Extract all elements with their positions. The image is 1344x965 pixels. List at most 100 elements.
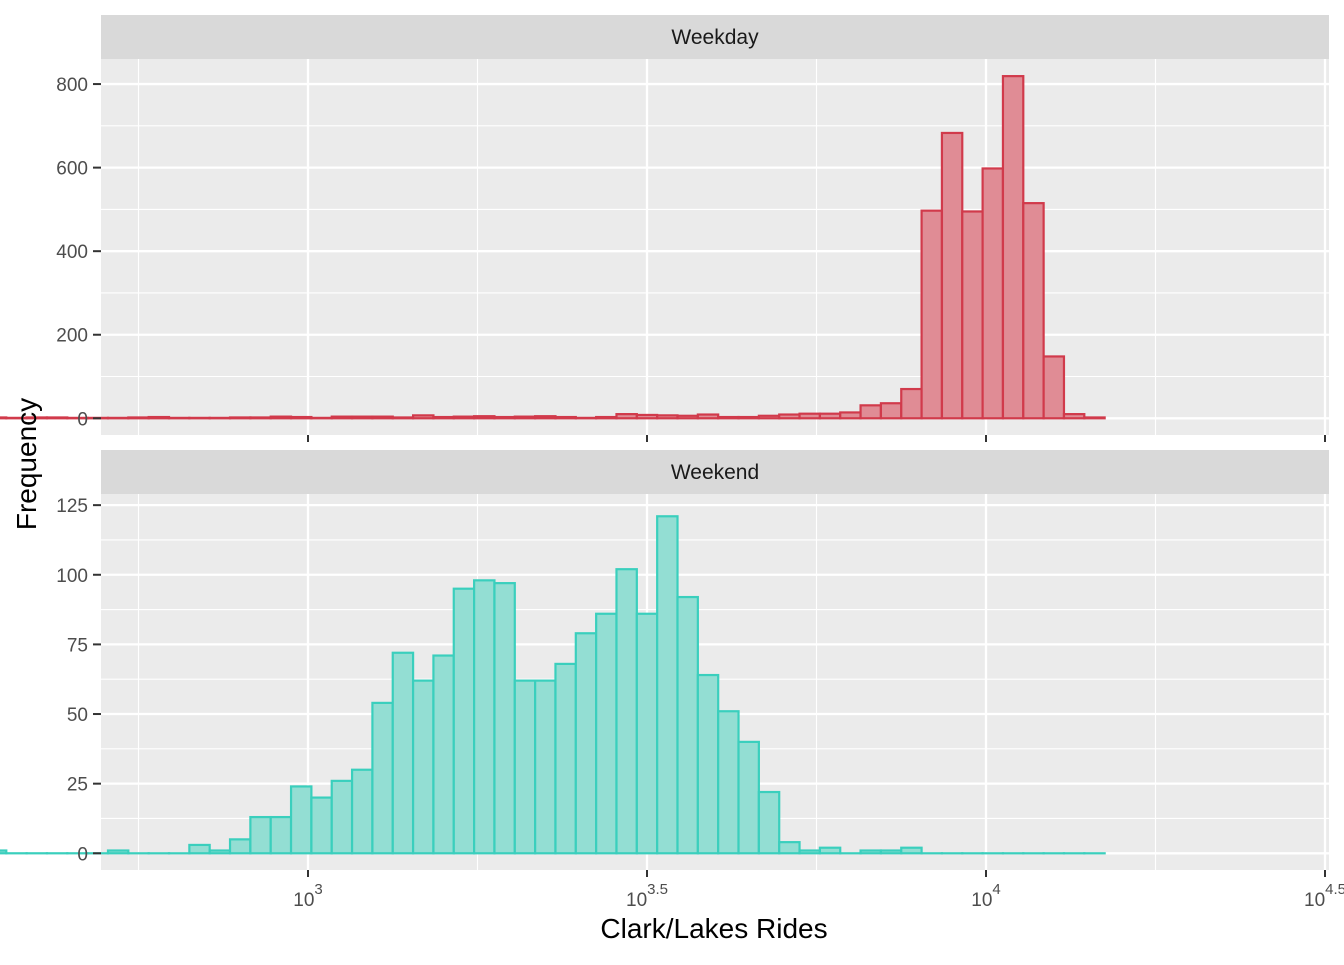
histogram-bar bbox=[678, 597, 698, 853]
histogram-bar bbox=[1003, 76, 1023, 418]
histogram-bar bbox=[494, 417, 514, 418]
histogram-bar bbox=[1064, 414, 1084, 418]
histogram-bar bbox=[616, 569, 636, 853]
histogram-bar bbox=[413, 681, 433, 854]
y-tick-label: 0 bbox=[77, 844, 88, 865]
histogram-bar bbox=[616, 414, 636, 418]
histogram-bar bbox=[230, 417, 250, 418]
histogram-bar bbox=[861, 851, 881, 854]
y-tick-label: 0 bbox=[77, 409, 88, 430]
histogram-bar bbox=[535, 416, 555, 418]
y-tick-label: 100 bbox=[56, 566, 88, 587]
histogram-bar bbox=[657, 415, 677, 418]
panel-background bbox=[101, 59, 1329, 435]
histogram-bar bbox=[393, 417, 413, 418]
histogram-bar bbox=[271, 417, 291, 419]
histogram-bar bbox=[230, 839, 250, 853]
y-axis-title: Frequency bbox=[11, 398, 42, 530]
histogram-bar bbox=[47, 417, 67, 418]
histogram-bar bbox=[881, 851, 901, 854]
x-tick-base: 10 bbox=[1304, 890, 1325, 911]
x-axis-title: Clark/Lakes Rides bbox=[600, 913, 827, 944]
x-tick-label: 104.5 bbox=[1304, 881, 1344, 911]
histogram-bar bbox=[800, 851, 820, 854]
histogram-bar bbox=[352, 417, 372, 419]
histogram-bar bbox=[637, 415, 657, 418]
y-tick-label: 25 bbox=[67, 775, 88, 796]
histogram-bar bbox=[555, 664, 575, 853]
histogram-bar bbox=[739, 417, 759, 418]
y-tick-label: 600 bbox=[56, 159, 88, 180]
histogram-bar bbox=[271, 817, 291, 853]
histogram-bar bbox=[433, 656, 453, 854]
histogram-bar bbox=[800, 414, 820, 419]
histogram-bar bbox=[393, 653, 413, 854]
histogram-bar bbox=[454, 589, 474, 854]
x-tick-exponent: 4 bbox=[992, 881, 1000, 898]
histogram-bar bbox=[128, 417, 148, 418]
histogram-bar bbox=[535, 681, 555, 854]
histogram-bar bbox=[515, 681, 535, 854]
histogram-bar bbox=[678, 416, 698, 419]
x-tick-base: 10 bbox=[293, 890, 314, 911]
histogram-bar bbox=[861, 405, 881, 418]
histogram-bar bbox=[433, 417, 453, 418]
histogram-bar bbox=[250, 417, 270, 418]
histogram-bar bbox=[983, 168, 1003, 418]
histogram-bar bbox=[494, 583, 514, 853]
histogram-bar bbox=[718, 711, 738, 853]
x-tick-exponent: 4.5 bbox=[1325, 881, 1344, 898]
y-tick-label: 200 bbox=[56, 326, 88, 347]
histogram-bar bbox=[820, 414, 840, 419]
histogram-bar bbox=[189, 845, 209, 853]
histogram-bar bbox=[108, 851, 128, 854]
x-tick-label: 103 bbox=[293, 881, 322, 911]
facet-label: Weekday bbox=[671, 26, 759, 49]
histogram-bar bbox=[149, 417, 169, 418]
histogram-bar bbox=[1023, 203, 1043, 418]
x-tick-exponent: 3 bbox=[314, 881, 322, 898]
histogram-bar bbox=[698, 675, 718, 853]
histogram-bar bbox=[250, 817, 270, 853]
histogram-bar bbox=[942, 133, 962, 418]
histogram-bar bbox=[698, 415, 718, 419]
histogram-bar bbox=[372, 417, 392, 419]
x-tick-base: 10 bbox=[626, 890, 647, 911]
histogram-bar bbox=[474, 580, 494, 853]
histogram-bar bbox=[657, 516, 677, 853]
x-tick-label: 104 bbox=[971, 881, 1000, 911]
histogram-bar bbox=[372, 703, 392, 853]
histogram-bar bbox=[1084, 417, 1104, 418]
y-tick-label: 800 bbox=[56, 75, 88, 96]
histogram-bar bbox=[962, 211, 982, 418]
histogram-bar bbox=[840, 412, 860, 418]
x-tick-base: 10 bbox=[971, 890, 992, 911]
y-tick-label: 50 bbox=[67, 705, 88, 726]
facet-label: Weekend bbox=[671, 461, 759, 484]
histogram-bar bbox=[901, 848, 921, 854]
x-tick-label: 103.5 bbox=[626, 881, 668, 911]
histogram-bar bbox=[291, 786, 311, 853]
histogram-bar bbox=[881, 403, 901, 418]
histogram-bar bbox=[311, 798, 331, 854]
histogram-bar bbox=[576, 633, 596, 853]
histogram-bar bbox=[759, 416, 779, 419]
histogram-bar bbox=[474, 416, 494, 418]
x-tick-exponent: 3.5 bbox=[647, 881, 668, 898]
y-tick-label: 125 bbox=[56, 496, 88, 517]
histogram-bar bbox=[759, 792, 779, 853]
histogram-bar bbox=[413, 415, 433, 418]
histogram-bar bbox=[515, 417, 535, 419]
histogram-bar bbox=[820, 848, 840, 854]
histogram-bar bbox=[332, 781, 352, 853]
histogram-bar bbox=[291, 417, 311, 418]
histogram-bar bbox=[901, 389, 921, 418]
histogram-bar bbox=[779, 415, 799, 419]
histogram-bar bbox=[210, 851, 230, 854]
histogram-bar bbox=[739, 742, 759, 853]
histogram-bar bbox=[718, 417, 738, 418]
